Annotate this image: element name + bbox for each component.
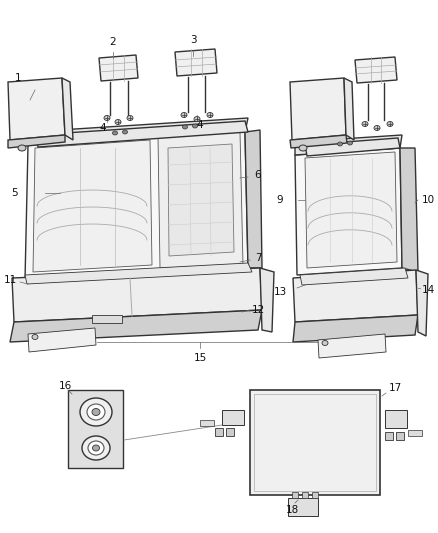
Ellipse shape [92,445,99,451]
Bar [385,410,407,428]
Ellipse shape [387,122,393,126]
Text: 3: 3 [190,35,196,45]
Ellipse shape [127,116,133,120]
Bar [222,410,244,425]
Ellipse shape [207,112,213,117]
Ellipse shape [374,125,380,131]
Text: 4: 4 [100,123,106,133]
Ellipse shape [82,436,110,460]
Polygon shape [290,78,346,140]
Ellipse shape [115,119,121,125]
Ellipse shape [183,125,187,129]
Ellipse shape [338,142,343,146]
Polygon shape [295,148,402,275]
Ellipse shape [299,145,307,151]
Polygon shape [25,263,252,284]
Text: 9: 9 [277,195,283,205]
Bar [226,428,234,436]
Bar [250,390,380,495]
Text: 18: 18 [286,505,299,515]
Text: 6: 6 [254,170,261,180]
Text: 7: 7 [254,253,261,263]
Polygon shape [318,334,386,358]
Polygon shape [416,270,428,336]
Text: 17: 17 [389,383,402,393]
Ellipse shape [192,124,198,128]
Bar [408,430,422,436]
Ellipse shape [194,117,200,122]
Text: 1: 1 [15,73,21,83]
Bar [396,432,404,440]
Polygon shape [305,138,400,156]
Text: 2: 2 [110,37,117,47]
Polygon shape [355,57,397,83]
Polygon shape [25,132,248,280]
Text: 13: 13 [273,287,286,297]
Text: 14: 14 [421,285,434,295]
Polygon shape [10,310,262,342]
Bar [200,420,214,426]
Polygon shape [168,144,234,256]
Ellipse shape [322,341,328,345]
Bar [254,394,376,491]
Ellipse shape [80,398,112,426]
Ellipse shape [362,122,368,126]
Bar [288,498,318,516]
Polygon shape [300,268,408,285]
Text: 4: 4 [197,120,203,130]
Polygon shape [260,268,274,332]
Polygon shape [8,135,65,148]
Ellipse shape [88,441,104,455]
Polygon shape [99,55,138,81]
Bar [302,492,308,498]
Ellipse shape [32,335,38,340]
Polygon shape [8,78,65,140]
Polygon shape [33,140,152,272]
Text: 10: 10 [421,195,434,205]
Polygon shape [158,132,243,268]
Ellipse shape [123,130,127,134]
Text: 12: 12 [251,305,265,315]
Ellipse shape [104,116,110,120]
Ellipse shape [347,141,353,145]
Text: 11: 11 [4,275,17,285]
Ellipse shape [181,112,187,117]
Bar [92,315,122,323]
Bar [215,428,223,436]
Bar [385,432,393,440]
Polygon shape [295,135,402,155]
Ellipse shape [87,404,105,420]
Text: 5: 5 [12,188,18,198]
Ellipse shape [113,131,117,135]
Bar [312,492,318,498]
Polygon shape [293,270,418,322]
Polygon shape [344,78,354,140]
Bar [68,390,123,468]
Text: 15: 15 [193,353,207,363]
Polygon shape [293,315,418,342]
Polygon shape [175,49,217,76]
Polygon shape [35,121,248,147]
Text: 16: 16 [58,381,72,391]
Ellipse shape [92,408,100,416]
Polygon shape [400,148,418,272]
Ellipse shape [18,145,26,151]
Polygon shape [305,152,397,268]
Polygon shape [28,328,96,352]
Polygon shape [28,118,248,145]
Polygon shape [12,268,262,322]
Bar [292,492,298,498]
Polygon shape [245,130,262,268]
Polygon shape [290,135,347,148]
Polygon shape [62,78,73,140]
